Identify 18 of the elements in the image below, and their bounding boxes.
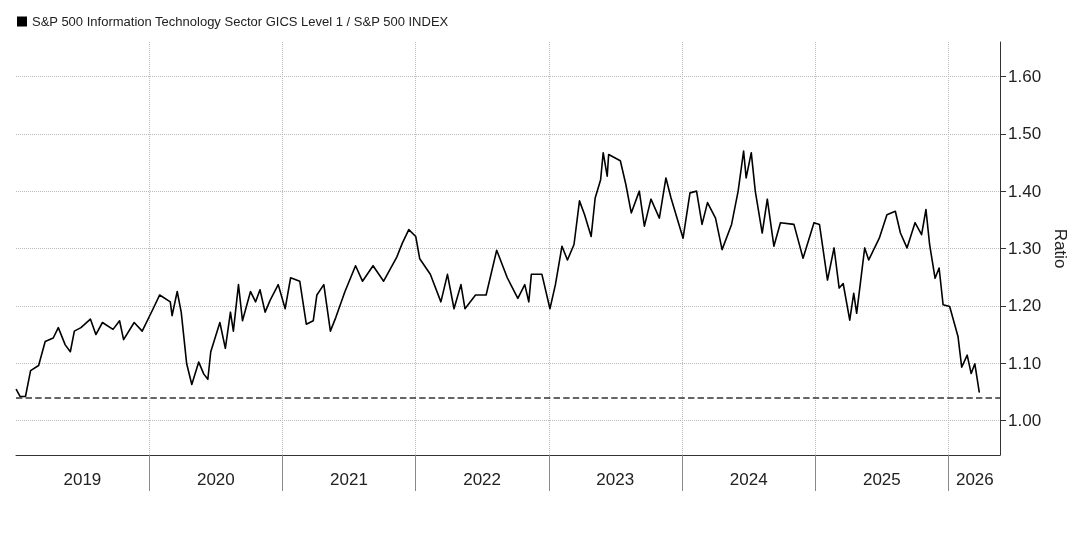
x-tick-label: 2022	[463, 470, 502, 489]
line-series	[15, 150, 981, 398]
y-tick-label: 1.20	[1008, 296, 1042, 316]
x-tick-label: 2021	[330, 470, 368, 489]
y-tick-label: 1.60	[1008, 66, 1042, 86]
y-tick-label: 1.40	[1008, 181, 1042, 201]
x-tick-label: 2020	[196, 470, 235, 489]
y-tick-label: 1.30	[1008, 239, 1042, 258]
y-axis-title: Ratio	[1050, 228, 1070, 269]
x-tick-label: 2023	[596, 470, 635, 489]
x-tick-label: 2026	[955, 470, 994, 489]
y-tick-label: 1.50	[1008, 124, 1042, 144]
y-tick-label: 1.10	[1008, 353, 1042, 373]
x-tick-label: 2025	[862, 470, 901, 489]
x-tick-label: 2024	[729, 470, 768, 489]
x-tick-label: 2019	[63, 470, 102, 489]
y-tick-label: 1.00	[1008, 411, 1042, 431]
legend-label: S&P 500 Information Technology Sector GICS Level 1 / S&P 500 INDEX	[32, 14, 449, 29]
